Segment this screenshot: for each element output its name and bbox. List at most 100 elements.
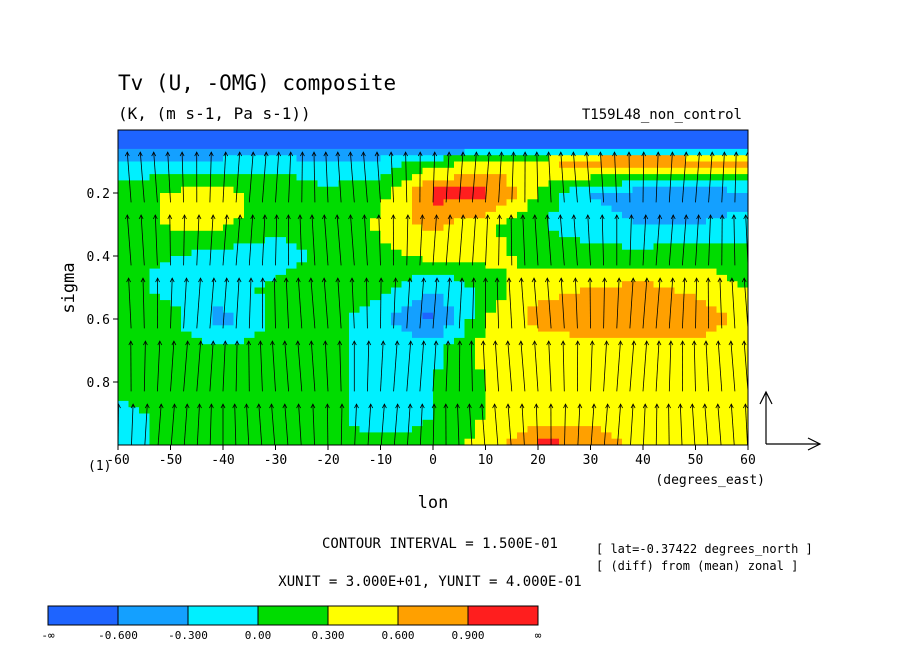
vector-arrow bbox=[668, 404, 670, 445]
heatmap-cell bbox=[265, 287, 277, 295]
heatmap-cell bbox=[244, 237, 256, 244]
vector-arrow-head bbox=[155, 277, 160, 283]
heatmap-cell bbox=[464, 337, 476, 345]
heatmap-cell bbox=[181, 426, 193, 433]
heatmap-cell bbox=[359, 312, 371, 320]
heatmap-cell bbox=[223, 363, 235, 370]
vector-arrow bbox=[142, 278, 145, 329]
heatmap-cell bbox=[244, 407, 256, 415]
heatmap-cell bbox=[622, 174, 634, 181]
vector-arrow bbox=[183, 341, 188, 392]
heatmap-cell bbox=[464, 319, 476, 326]
heatmap-cell bbox=[254, 394, 266, 402]
heatmap-cell bbox=[160, 337, 172, 345]
vector-arrow bbox=[586, 152, 591, 203]
heatmap-cell bbox=[716, 130, 728, 137]
heatmap-cell bbox=[548, 325, 560, 333]
vector-arrow-head bbox=[533, 403, 539, 409]
heatmap-cell bbox=[685, 356, 697, 364]
heatmap-cell bbox=[580, 426, 592, 433]
heatmap-cell bbox=[149, 363, 161, 370]
heatmap-cell bbox=[727, 274, 739, 282]
heatmap-cell bbox=[737, 331, 748, 339]
vector-arrow bbox=[311, 214, 316, 266]
heatmap-cell bbox=[485, 174, 497, 181]
vector-arrow-head bbox=[743, 214, 748, 220]
heatmap-cell bbox=[590, 356, 602, 364]
heatmap-cell bbox=[170, 224, 182, 232]
heatmap-cell bbox=[128, 394, 140, 402]
heatmap-cell bbox=[296, 300, 308, 307]
vector-arrow bbox=[139, 152, 145, 203]
heatmap-cell bbox=[170, 369, 182, 377]
vector-arrow bbox=[655, 341, 660, 392]
heatmap-cell bbox=[181, 344, 193, 352]
heatmap-cell bbox=[391, 180, 403, 188]
vector-arrow bbox=[705, 341, 709, 392]
heatmap-cell bbox=[527, 249, 539, 257]
heatmap-cell bbox=[212, 369, 224, 377]
heatmap-cell bbox=[433, 312, 445, 320]
heatmap-cell bbox=[716, 155, 728, 163]
heatmap-cell bbox=[202, 407, 214, 415]
heatmap-cell bbox=[685, 319, 697, 326]
heatmap-cell bbox=[622, 306, 634, 314]
heatmap-cell bbox=[275, 142, 287, 150]
vector-arrow-head bbox=[728, 403, 734, 409]
heatmap-cell bbox=[527, 312, 539, 320]
heatmap-cell bbox=[328, 306, 340, 314]
vector-arrow-head bbox=[325, 403, 330, 409]
heatmap-cell bbox=[181, 382, 193, 389]
heatmap-cell bbox=[412, 407, 424, 415]
heatmap-cell bbox=[422, 193, 434, 200]
heatmap-cell bbox=[349, 249, 361, 257]
vector-arrow-head bbox=[237, 214, 243, 220]
heatmap-cell bbox=[611, 394, 623, 402]
heatmap-cell bbox=[622, 325, 634, 333]
heatmap-cell bbox=[370, 218, 382, 226]
heatmap-cell bbox=[569, 407, 581, 415]
heatmap-cell bbox=[317, 293, 329, 301]
heatmap-cell bbox=[548, 356, 560, 364]
heatmap-cell bbox=[307, 369, 319, 377]
heatmap-cell bbox=[370, 230, 382, 238]
heatmap-cell bbox=[559, 344, 571, 352]
heatmap-cell bbox=[506, 426, 518, 433]
heatmap-cell bbox=[160, 293, 172, 301]
vector-arrow bbox=[655, 152, 659, 203]
heatmap-cell bbox=[244, 432, 256, 440]
heatmap-cell bbox=[118, 413, 130, 421]
heatmap-cell bbox=[464, 287, 476, 295]
heatmap-cell bbox=[527, 211, 539, 219]
heatmap-cell bbox=[149, 337, 161, 345]
heatmap-cell bbox=[149, 193, 161, 200]
heatmap-cell bbox=[202, 230, 214, 238]
heatmap-cell bbox=[433, 130, 445, 137]
vector-arrow-head bbox=[323, 151, 329, 157]
heatmap-cell bbox=[191, 268, 203, 276]
heatmap-cell bbox=[695, 337, 707, 345]
heatmap-cell bbox=[380, 218, 392, 226]
heatmap-cell bbox=[233, 205, 245, 213]
heatmap-cell bbox=[128, 249, 140, 257]
heatmap-cell bbox=[737, 319, 748, 326]
heatmap-cell bbox=[632, 211, 644, 219]
heatmap-cell bbox=[359, 281, 371, 289]
heatmap-cell bbox=[727, 331, 739, 339]
heatmap-cell bbox=[202, 337, 214, 345]
heatmap-cell bbox=[580, 193, 592, 200]
heatmap-cell bbox=[349, 268, 361, 276]
vector-arrow bbox=[668, 278, 674, 329]
heatmap-cell bbox=[496, 186, 508, 194]
heatmap-cell bbox=[737, 300, 748, 307]
heatmap-cell bbox=[328, 438, 340, 445]
vector-arrow-head bbox=[531, 277, 537, 283]
heatmap-cell bbox=[233, 413, 245, 421]
heatmap-cell bbox=[265, 325, 277, 333]
vector-arrow bbox=[704, 404, 709, 445]
heatmap-cell bbox=[275, 148, 287, 156]
heatmap-cell bbox=[569, 268, 581, 276]
vector-arrow-head bbox=[741, 277, 747, 283]
heatmap-cell bbox=[160, 306, 172, 314]
heatmap-cell bbox=[139, 136, 151, 144]
